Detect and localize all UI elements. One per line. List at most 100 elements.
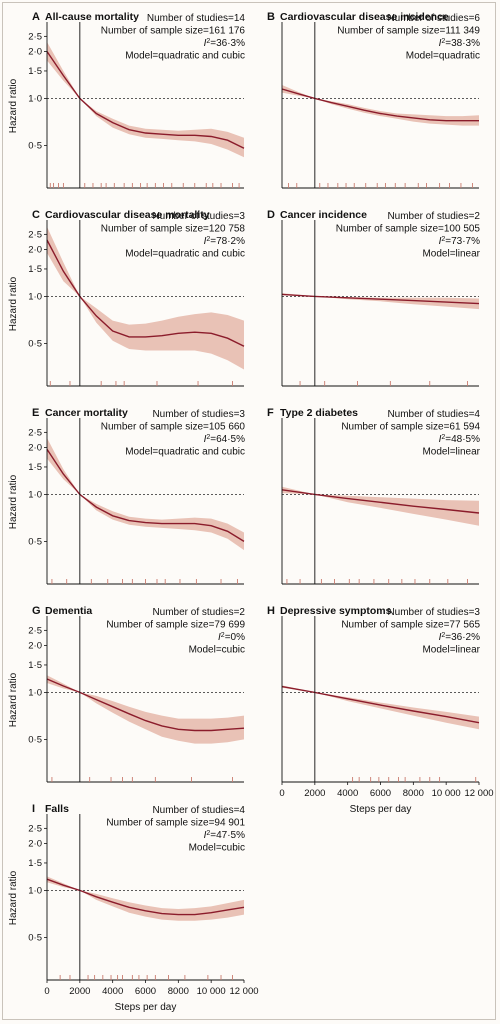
y-tick-label: 2·0 — [28, 244, 42, 255]
y-tick-label: 1·0 — [28, 885, 42, 896]
y-axis-label: Hazard ratio — [8, 870, 19, 925]
x-tick-label: 4000 — [102, 986, 123, 997]
panel-i: I Falls Number of studies=4 Number of sampl… — [8, 803, 259, 1013]
panel-stat: Number of sample size=100 505 — [336, 224, 481, 235]
x-tick-label: 0 — [279, 788, 284, 799]
y-tick-label: 1·5 — [28, 660, 42, 671]
x-axis-label: Steps per day — [350, 804, 412, 815]
panel-stat: I2=78·2% — [204, 236, 246, 248]
panel-stat: Number of studies=4 — [387, 409, 480, 420]
y-tick-label: 2·5 — [28, 427, 42, 438]
confidence-band — [47, 675, 244, 744]
panel-stat: I2=36·3% — [204, 38, 246, 50]
panel-d: D Cancer incidence Number of studies=2 Numb… — [267, 209, 481, 387]
panel-e: E Cancer mortality Number of studies=3 Numb… — [8, 407, 246, 585]
x-tick-label: 0 — [44, 986, 49, 997]
confidence-band — [47, 226, 244, 370]
panel-title: Falls — [45, 803, 69, 815]
x-tick-label: 8000 — [403, 788, 424, 799]
panel-stat: I2=73·7% — [439, 236, 481, 248]
panel-stat: Number of sample size=161 176 — [101, 26, 246, 37]
panel-stat: I2=36·2% — [439, 632, 481, 644]
panel-stat: Number of sample size=105 660 — [101, 422, 246, 433]
panel-stat: Number of sample size=111 349 — [337, 26, 480, 37]
confidence-band — [47, 42, 244, 158]
y-tick-label: 1·0 — [28, 489, 42, 500]
panel-f: F Type 2 diabetes Number of studies=4 Numbe… — [267, 407, 481, 585]
panel-title: Cancer mortality — [45, 407, 128, 419]
y-tick-label: 0·5 — [28, 536, 42, 547]
panel-letter: G — [32, 605, 41, 617]
y-axis-label: Hazard ratio — [8, 672, 19, 727]
panel-title: Depressive symptoms — [280, 605, 392, 617]
y-tick-label: 2·0 — [28, 640, 42, 651]
panel-title: Cancer incidence — [280, 209, 367, 221]
confidence-band — [282, 85, 479, 126]
confidence-band — [282, 685, 479, 730]
panel-stat: Number of studies=14 — [147, 13, 246, 24]
panel-stat: Number of studies=2 — [387, 211, 480, 222]
x-tick-label: 6000 — [370, 788, 391, 799]
panel-stat: I2=38·3% — [439, 38, 481, 50]
panel-b: B Cardiovascular disease incidenceNumber … — [267, 11, 481, 189]
panel-letter: H — [267, 605, 275, 617]
y-tick-label: 2·0 — [28, 46, 42, 57]
panel-letter: E — [32, 407, 39, 419]
panel-c: C Cardiovascular disease mortalityNumber … — [8, 209, 246, 387]
confidence-band — [282, 486, 479, 526]
panel-stat: Model=quadratic and cubic — [125, 447, 245, 458]
panel-title: All-cause mortality — [45, 11, 139, 23]
panel-stat: Model=quadratic and cubic — [125, 51, 245, 62]
panel-stat: Model=linear — [422, 249, 480, 260]
panel-stat: Number of studies=3 — [387, 607, 480, 618]
y-tick-label: 2·5 — [28, 823, 42, 834]
x-tick-label: 4000 — [337, 788, 358, 799]
panel-title: Cardiovascular disease mortality — [45, 209, 210, 221]
confidence-band — [282, 293, 479, 310]
y-tick-label: 0·5 — [28, 140, 42, 151]
panel-stat: Number of studies=6 — [387, 13, 480, 24]
panel-stat: Model=quadratic and cubic — [125, 249, 245, 260]
panel-stat: Number of sample size=120 758 — [101, 224, 246, 235]
panel-stat: Model=quadratic — [406, 51, 480, 62]
x-tick-label: 2000 — [69, 986, 90, 997]
panel-stat: I2=48·5% — [439, 434, 481, 446]
y-tick-label: 2·0 — [28, 838, 42, 849]
panel-g: G Dementia Number of studies=2 Number of sa… — [8, 605, 245, 783]
hazard-ratio-curve — [281, 685, 480, 724]
y-tick-label: 2·0 — [28, 442, 42, 453]
y-tick-label: 2·5 — [28, 625, 42, 636]
y-tick-label: 1·5 — [28, 66, 42, 77]
panel-stat: Number of sample size=79 699 — [106, 620, 245, 631]
panel-stat: Number of studies=4 — [152, 805, 245, 816]
panel-stat: Model=cubic — [189, 843, 245, 854]
y-tick-label: 0·5 — [28, 932, 42, 943]
x-tick-label: 6000 — [135, 986, 156, 997]
y-tick-label: 1·0 — [28, 291, 42, 302]
x-tick-label: 12 000 — [464, 788, 493, 799]
confidence-band — [47, 438, 244, 551]
panel-title: Cardiovascular disease incidence — [280, 11, 449, 23]
x-axis-label: Steps per day — [115, 1002, 177, 1013]
panel-stat: Number of studies=2 — [152, 607, 245, 618]
panel-stat: I2=0% — [218, 632, 245, 644]
y-tick-label: 1·5 — [28, 462, 42, 473]
x-tick-label: 2000 — [304, 788, 325, 799]
panel-letter: A — [32, 11, 40, 23]
x-tick-label: 8000 — [168, 986, 189, 997]
y-tick-label: 1·0 — [28, 687, 42, 698]
y-tick-label: 2·5 — [28, 229, 42, 240]
panel-letter: C — [32, 209, 40, 221]
y-axis-label: Hazard ratio — [8, 474, 19, 529]
panel-title: Type 2 diabetes — [280, 407, 358, 419]
panel-stat: Number of studies=3 — [152, 211, 245, 222]
y-axis-label: Hazard ratio — [8, 276, 19, 331]
panel-stat: I2=47·5% — [204, 830, 246, 842]
y-tick-label: 1·5 — [28, 858, 42, 869]
panel-stat: Number of sample size=61 594 — [341, 422, 480, 433]
panel-letter: B — [267, 11, 275, 23]
panel-stat: Model=linear — [422, 447, 480, 458]
panel-a: A All-cause mortality Number of studies=14… — [8, 11, 246, 189]
